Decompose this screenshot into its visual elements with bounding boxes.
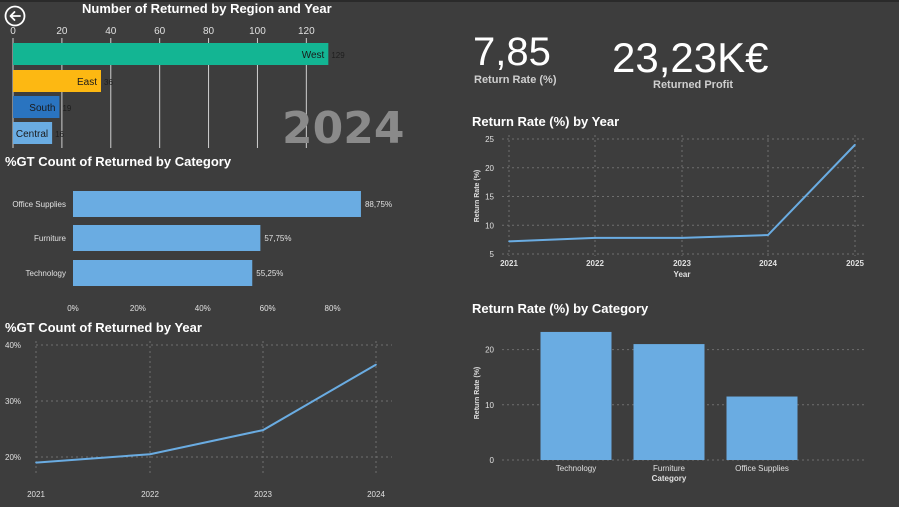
rate-year-y-tick-label-2: 15: [485, 193, 494, 202]
region-bar-south: [13, 96, 60, 118]
year-gt-point-3: [375, 363, 377, 366]
rate-year-x-tick-label-0: 2021: [500, 259, 518, 268]
year-gt-y-tick-label-1: 30%: [5, 397, 21, 406]
kpi-return-rate-value: 7,85: [473, 30, 551, 74]
rate-year-y-tick-label-0: 5: [490, 250, 495, 259]
region-bar-central: [13, 122, 53, 144]
rate-category-chart-title: Return Rate (%) by Category: [472, 301, 649, 316]
rate-category-x-tick-label-0: Technology: [556, 464, 596, 473]
category-gt-x-tick-label-4: 80%: [325, 304, 341, 313]
rate-category-bar-0: [540, 331, 612, 460]
region-category-label-south: South: [29, 103, 55, 114]
category-gt-value-label-2: 55,25%: [256, 269, 283, 278]
region-x-tick-label-6: 120: [298, 26, 315, 37]
region-value-label-west: 129: [331, 51, 345, 60]
back-arrow-icon[interactable]: [4, 5, 26, 27]
region-x-tick-label-2: 40: [105, 26, 117, 37]
region-category-label-central: Central: [16, 129, 48, 140]
rate-year-chart-title: Return Rate (%) by Year: [472, 114, 620, 129]
rate-category-bar-2: [726, 396, 798, 460]
category-gt-bar-0: [73, 191, 361, 217]
category-gt-bar-1: [73, 225, 261, 251]
rate-year-y-axis-title: Return Rate (%): [474, 170, 481, 223]
region-value-label-south: 19: [62, 104, 71, 113]
year-gt-x-tick-label-1: 2022: [141, 490, 159, 499]
rate-category-bar-1: [633, 344, 705, 460]
region-value-label-central: 16: [55, 130, 64, 139]
region-x-tick-label-0: 0: [10, 26, 16, 37]
category-gt-x-tick-label-1: 20%: [130, 304, 146, 313]
rate-year-y-tick-label-3: 20: [485, 164, 494, 173]
rate-year-point-4: [854, 143, 856, 146]
region-x-tick-label-4: 80: [203, 26, 215, 37]
year-gt-x-tick-label-2: 2023: [254, 490, 272, 499]
kpi-returned-profit-value: 23,23K€: [612, 34, 769, 81]
region-x-tick-label-3: 60: [154, 26, 166, 37]
year-gt-chart: 20% 30% 40% 2021 2022 2023 2024: [5, 341, 392, 499]
rate-year-x-tick-label-4: 2025: [846, 259, 864, 268]
category-gt-x-tick-label-3: 60%: [260, 304, 276, 313]
year-gt-y-tick-label-0: 20%: [5, 453, 21, 462]
rate-year-x-axis-title: Year: [674, 270, 691, 279]
rate-year-point-3: [767, 234, 769, 236]
year-gt-point-0: [35, 461, 37, 464]
category-gt-chart-title: %GT Count of Returned by Category: [5, 154, 232, 169]
category-gt-chart: Office Supplies 88,75% Furniture 57,75% Tech…: [12, 191, 392, 313]
rate-year-point-0: [508, 240, 510, 243]
rate-year-x-tick-label-3: 2024: [759, 259, 777, 268]
kpi-return-rate-label: Return Rate (%): [474, 74, 557, 86]
category-gt-category-label-1: Furniture: [34, 234, 67, 243]
category-gt-value-label-0: 88,75%: [365, 200, 392, 209]
rate-year-point-1: [594, 237, 596, 239]
rate-category-x-axis-title: Category: [652, 474, 687, 483]
region-value-label-east: 36: [104, 78, 113, 87]
rate-category-y-tick-label-0: 0: [490, 456, 495, 465]
region-category-label-west: West: [302, 50, 325, 61]
rate-category-x-tick-label-2: Office Supplies: [735, 464, 789, 473]
year-gt-x-tick-label-3: 2024: [367, 490, 385, 499]
region-category-label-east: East: [77, 77, 97, 88]
rate-year-y-tick-label-4: 25: [485, 135, 494, 144]
category-gt-category-label-0: Office Supplies: [12, 200, 66, 209]
rate-category-y-tick-label-2: 20: [485, 346, 494, 355]
category-gt-x-tick-label-0: 0%: [67, 304, 79, 313]
region-bar-west: [13, 43, 329, 65]
rate-year-point-2: [681, 237, 683, 239]
frame-border: [0, 0, 899, 2]
region-x-tick-label-5: 100: [249, 26, 266, 37]
kpi-returned-profit-label: Returned Profit: [653, 79, 734, 91]
year-gt-point-1: [149, 453, 151, 455]
region-chart-title: Number of Returned by Region and Year: [82, 1, 332, 16]
region-x-tick-label-1: 20: [56, 26, 68, 37]
category-gt-value-label-1: 57,75%: [264, 234, 291, 243]
rate-category-y-axis-title: Return Rate (%): [474, 367, 481, 420]
year-watermark: 2024: [282, 103, 405, 154]
rate-year-x-tick-label-2: 2023: [673, 259, 691, 268]
rate-category-x-tick-label-1: Furniture: [653, 464, 686, 473]
year-gt-series-line: [35, 363, 377, 464]
rate-year-y-tick-label-1: 10: [485, 221, 494, 230]
year-gt-y-tick-label-2: 40%: [5, 341, 21, 350]
rate-category-y-tick-label-1: 10: [485, 401, 494, 410]
rate-category-chart: 0 10 20 Technology Furniture Office Supplies C…: [474, 331, 864, 483]
rate-year-x-tick-label-1: 2022: [586, 259, 604, 268]
category-gt-x-tick-label-2: 40%: [195, 304, 211, 313]
year-gt-chart-title: %GT Count of Returned by Year: [5, 320, 202, 335]
year-gt-point-2: [262, 429, 264, 431]
category-gt-bar-2: [73, 260, 253, 286]
year-gt-x-tick-label-0: 2021: [27, 490, 45, 499]
region-bar-east: [13, 70, 101, 92]
region-chart: 0 20 40 60 80 100 120 West 129 East 36 South 19 Centr…: [10, 26, 345, 148]
category-gt-category-label-2: Technology: [26, 269, 66, 278]
